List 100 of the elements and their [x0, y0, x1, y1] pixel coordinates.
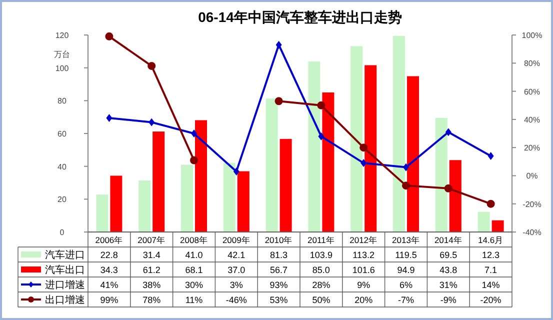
x-tick-label: 2013年 — [392, 235, 420, 245]
y2-tick-label: -40% — [522, 228, 542, 237]
y-axis-title: 万台 — [54, 50, 70, 59]
bar — [350, 46, 363, 232]
bar — [449, 160, 462, 232]
y2-tick-label: 80% — [524, 59, 540, 68]
data-label: -7% — [398, 295, 414, 305]
bar — [237, 171, 250, 232]
bar — [181, 164, 193, 232]
y2-tick-label: 100% — [522, 31, 542, 40]
point — [317, 101, 326, 110]
data-label: 14% — [482, 280, 500, 290]
bar — [322, 92, 334, 232]
data-label: 22.8 — [100, 250, 118, 260]
bar — [138, 180, 151, 232]
data-label: 50% — [312, 295, 330, 305]
data-label: 31% — [439, 280, 458, 290]
legend-label: 进口增速 — [45, 279, 85, 291]
point — [148, 118, 155, 126]
text: -46% — [226, 295, 247, 305]
x-tick-label: 2010年 — [264, 235, 293, 245]
y2-tick-label: -20% — [522, 200, 542, 209]
y2-tick-label: 40% — [524, 115, 540, 124]
x-tick-label: 14.6月 — [478, 235, 504, 245]
point — [190, 156, 198, 164]
bar — [96, 194, 108, 232]
data-label: 43.8 — [440, 265, 458, 275]
data-label: 81.3 — [270, 250, 288, 260]
y-tick-label: 40 — [58, 162, 67, 172]
bar — [492, 220, 504, 232]
data-label: 69.5 — [440, 250, 458, 260]
x-tick-label: 2007年 — [138, 235, 166, 245]
bar — [110, 176, 122, 232]
data-label: 20% — [354, 295, 373, 305]
point — [444, 184, 452, 192]
point — [274, 97, 283, 106]
point — [148, 62, 156, 70]
data-label: 94.9 — [397, 265, 415, 275]
legend-label: 汽车出口 — [45, 264, 85, 276]
y-tick-label: 20 — [58, 195, 67, 204]
data-label: 6% — [399, 280, 413, 290]
point — [403, 163, 409, 172]
data-label: 9% — [357, 280, 370, 290]
bar — [223, 162, 236, 232]
legend-label: 出口增速 — [45, 294, 85, 306]
data-label: 12.3 — [482, 250, 500, 260]
x-tick-label: 2012年 — [350, 235, 378, 245]
data-label: 37.0 — [228, 265, 246, 275]
point — [105, 32, 114, 40]
data-label: 93% — [270, 280, 288, 290]
bar — [478, 212, 490, 232]
point — [445, 128, 452, 136]
data-label: 99% — [100, 295, 118, 305]
x-tick-label: 2014年 — [434, 235, 462, 245]
data-label: 103.9 — [310, 250, 332, 260]
point — [488, 152, 494, 160]
point — [233, 167, 240, 176]
y2-tick-label: 0% — [526, 172, 538, 181]
point — [402, 182, 410, 190]
y-tick-label: 120 — [55, 31, 70, 40]
point — [191, 130, 197, 138]
bar — [308, 61, 320, 232]
data-label: 38% — [142, 280, 161, 290]
point — [318, 132, 324, 140]
point — [360, 144, 368, 152]
data-label: 11% — [185, 295, 203, 305]
data-label: 101.6 — [352, 265, 375, 275]
y-tick-label: 100 — [55, 64, 70, 73]
bar — [393, 36, 405, 232]
data-label: 41% — [100, 280, 118, 290]
data-label: 41.0 — [185, 250, 203, 260]
point — [360, 159, 367, 168]
data-label: 42.1 — [228, 250, 246, 260]
data-label: 56.7 — [270, 265, 288, 275]
x-tick-label: 2008年 — [180, 235, 208, 245]
data-label: 30% — [184, 280, 204, 290]
data-label: 3% — [230, 280, 243, 290]
data-label: 113.2 — [352, 250, 375, 260]
data-label: 34.3 — [100, 265, 118, 275]
data-label: 31.4 — [142, 250, 160, 260]
y2-tick-label: 20% — [524, 144, 540, 153]
bar — [407, 76, 419, 232]
data-label: 68.1 — [185, 265, 203, 275]
data-label: 28% — [312, 280, 330, 290]
data-label: -9% — [440, 295, 456, 305]
bar — [266, 98, 278, 232]
y2-tick-label: 60% — [524, 87, 540, 96]
bar — [364, 65, 377, 232]
data-label: -20% — [480, 295, 502, 305]
data-label: 78% — [142, 295, 161, 305]
data-label: 61.2 — [142, 265, 160, 275]
x-tick-label: 2006年 — [95, 235, 124, 245]
bar — [435, 118, 448, 232]
y-tick-label: 0 — [60, 228, 65, 237]
point — [276, 40, 282, 49]
data-label: 53% — [270, 295, 288, 305]
x-tick-label: 2011年 — [308, 235, 335, 245]
bar — [195, 120, 207, 232]
y-tick-label: 80 — [58, 96, 67, 106]
data-label: 85.0 — [312, 265, 330, 275]
